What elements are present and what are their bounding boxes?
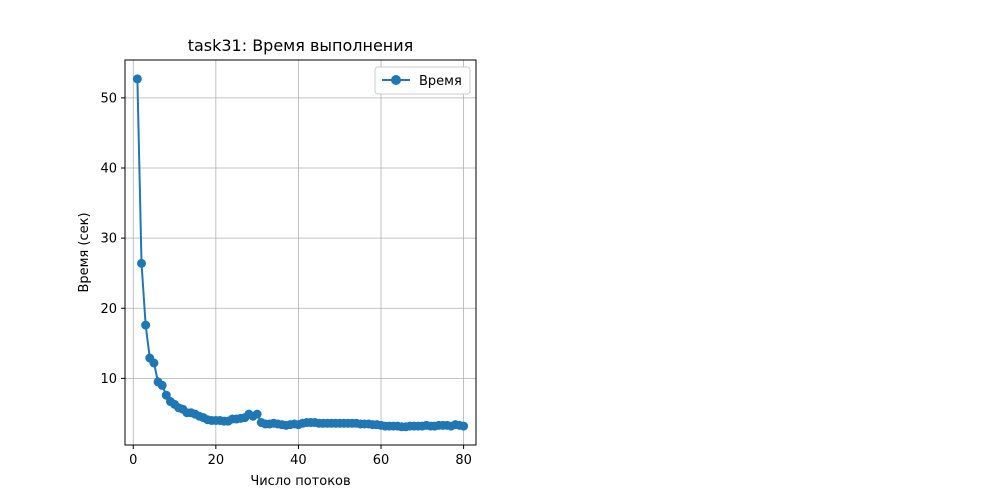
data-point: [157, 380, 167, 390]
x-tick-label: 40: [290, 453, 307, 468]
plot-frame: [124, 59, 477, 446]
legend-marker-swatch: [391, 75, 401, 85]
series-layer: [132, 74, 469, 432]
y-tick-label: 50: [100, 91, 117, 106]
axis-ticks: 0 20 40 60 80 10 20 30 40 50: [100, 91, 471, 468]
x-axis-label: Число потоков: [250, 474, 350, 489]
data-point: [137, 258, 147, 268]
data-point: [149, 358, 159, 368]
data-point: [252, 409, 262, 419]
x-tick-label: 60: [373, 453, 390, 468]
y-axis-label: Время (сек): [77, 212, 92, 292]
x-tick-label: 80: [455, 453, 472, 468]
legend-label: Время: [419, 74, 462, 89]
data-point: [141, 320, 151, 330]
y-tick-label: 40: [100, 161, 117, 176]
y-tick-label: 30: [100, 232, 117, 247]
chart-title: task31: Время выполнения: [188, 36, 414, 55]
data-point: [459, 421, 469, 431]
y-tick-label: 20: [100, 302, 117, 317]
data-point: [132, 74, 142, 84]
y-tick-label: 10: [100, 372, 117, 387]
x-tick-label: 20: [208, 453, 225, 468]
legend: Время: [374, 66, 471, 95]
grid: [125, 60, 476, 445]
x-tick-label: 0: [129, 453, 137, 468]
legend-frame: [374, 66, 471, 95]
